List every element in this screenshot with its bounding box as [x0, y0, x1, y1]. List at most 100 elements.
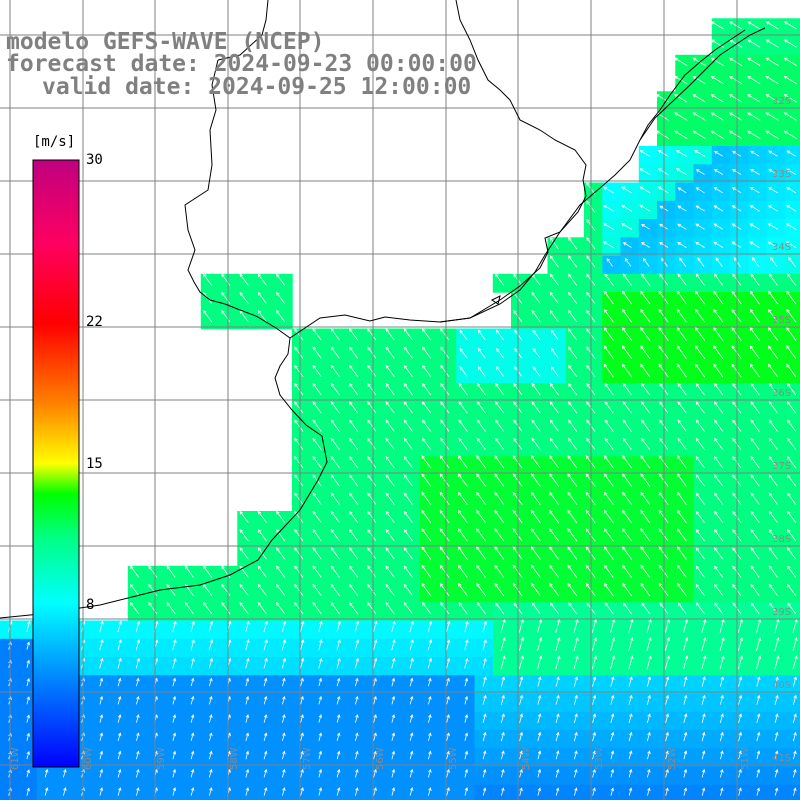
lat-label: 35S	[772, 315, 791, 326]
wind-arrow	[567, 473, 578, 487]
wind-cell	[784, 219, 800, 238]
wind-arrow	[385, 383, 395, 396]
wind-arrow	[549, 437, 559, 450]
wind-arrow	[622, 564, 633, 578]
wind-cell	[310, 784, 330, 804]
wind-arrow	[756, 768, 761, 778]
wind-arrow	[622, 455, 633, 469]
wind-cell	[401, 766, 421, 786]
wind-arrow	[294, 547, 304, 560]
wind-cell	[474, 620, 494, 640]
wind-cell	[784, 529, 800, 549]
wind-arrow	[519, 676, 524, 687]
wind-arrow	[367, 565, 377, 578]
wind-arrow	[765, 94, 779, 103]
wind-arrow	[276, 583, 286, 596]
wind-arrow	[568, 328, 578, 341]
wind-arrow	[720, 768, 724, 778]
wind-arrow	[683, 731, 688, 742]
wind-arrow	[674, 94, 688, 103]
wind-arrow	[769, 602, 778, 615]
wind-arrow	[713, 223, 724, 230]
wind-cell	[784, 73, 800, 92]
wind-arrow	[640, 327, 651, 341]
wind-arrow	[737, 637, 743, 652]
wind-arrow	[714, 474, 724, 487]
wind-arrow	[403, 328, 413, 341]
wind-arrow	[427, 657, 433, 669]
wind-arrow	[422, 419, 432, 432]
wind-arrow	[555, 768, 560, 778]
wind-cell	[310, 748, 330, 768]
wind-cell	[657, 675, 676, 695]
wind-arrow	[349, 419, 359, 432]
wind-arrow	[792, 655, 798, 670]
wind-arrow	[713, 363, 724, 378]
wind-cell	[730, 675, 749, 695]
wind-cell	[438, 748, 457, 768]
wind-arrow	[786, 345, 797, 360]
wind-arrow	[591, 618, 597, 633]
wind-cell	[565, 784, 585, 804]
wind-arrow	[367, 583, 377, 596]
wind-arrow	[695, 241, 705, 248]
wind-arrow	[349, 456, 359, 469]
wind-arrow	[728, 75, 743, 85]
wind-arrow	[458, 437, 468, 450]
wind-arrow	[458, 491, 468, 505]
wind-arrow	[184, 602, 194, 615]
wind-cell	[91, 620, 111, 640]
wind-arrow	[692, 57, 706, 66]
wind-arrow	[573, 731, 578, 742]
wind-arrow	[719, 618, 725, 633]
wind-arrow	[385, 328, 395, 341]
wind-arrow	[549, 528, 560, 542]
wind-arrow	[458, 401, 468, 414]
wind-arrow	[531, 582, 541, 597]
wind-arrow	[765, 130, 779, 139]
colorbar-tick-label: 8	[86, 597, 95, 613]
wind-arrow	[257, 273, 267, 286]
wind-arrow	[714, 547, 724, 560]
wind-cell	[438, 620, 457, 640]
wind-arrow	[641, 273, 651, 286]
wind-cell	[657, 638, 676, 658]
wind-arrow	[318, 714, 323, 723]
wind-arrow	[282, 787, 286, 796]
wind-cell	[310, 766, 330, 786]
wind-arrow	[276, 547, 286, 560]
wind-cell	[273, 693, 293, 713]
wind-arrow	[787, 273, 797, 286]
wind-arrow	[26, 751, 30, 760]
wind-arrow	[245, 695, 250, 705]
wind-arrow	[117, 657, 122, 669]
wind-arrow	[657, 168, 669, 176]
wind-arrow	[464, 657, 469, 669]
wind-arrow	[768, 547, 778, 560]
wind-arrow	[294, 328, 304, 341]
wind-arrow	[549, 473, 560, 487]
wind-cell	[693, 675, 713, 695]
wind-arrow	[440, 437, 450, 450]
wind-cell	[346, 675, 366, 695]
wind-arrow	[756, 713, 761, 724]
wind-arrow	[245, 787, 250, 796]
wind-arrow	[768, 583, 778, 596]
wind-arrow	[312, 364, 322, 377]
wind-cell	[273, 748, 293, 768]
wind-arrow	[622, 473, 633, 487]
wind-arrow	[665, 694, 670, 705]
wind-cell	[675, 748, 695, 768]
wind-arrow	[476, 509, 487, 524]
wind-arrow	[787, 492, 797, 505]
wind-arrow	[710, 75, 724, 85]
wind-arrow	[440, 364, 450, 377]
wind-arrow	[622, 383, 632, 396]
wind-arrow	[190, 695, 195, 705]
wind-cell	[675, 766, 695, 786]
wind-arrow	[294, 492, 304, 505]
wind-arrow	[403, 383, 413, 396]
wind-arrow	[713, 187, 724, 194]
wind-cell	[255, 693, 275, 713]
wind-cell	[657, 766, 676, 786]
